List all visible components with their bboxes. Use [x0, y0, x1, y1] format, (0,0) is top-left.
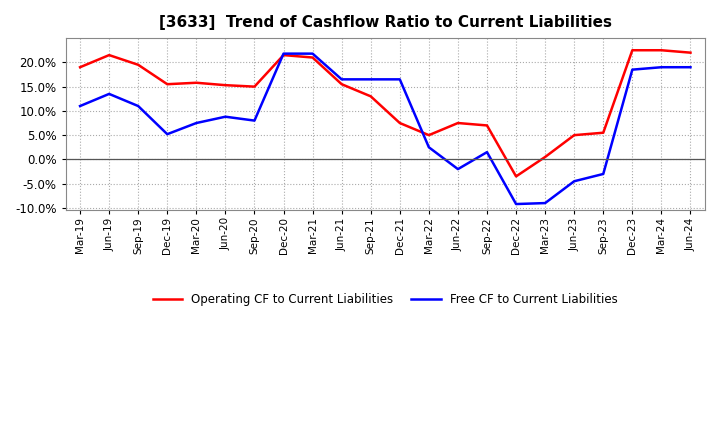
Operating CF to Current Liabilities [395, 121, 404, 126]
Operating CF to Current Liabilities [512, 174, 521, 179]
Operating CF to Current Liabilities [657, 48, 666, 53]
Free CF to Current Liabilities [686, 65, 695, 70]
Operating CF to Current Liabilities [628, 48, 636, 53]
Operating CF to Current Liabilities [482, 123, 491, 128]
Line: Operating CF to Current Liabilities: Operating CF to Current Liabilities [80, 50, 690, 176]
Operating CF to Current Liabilities [541, 154, 549, 160]
Operating CF to Current Liabilities [105, 52, 114, 58]
Operating CF to Current Liabilities [76, 65, 84, 70]
Free CF to Current Liabilities [599, 171, 608, 176]
Operating CF to Current Liabilities [338, 81, 346, 87]
Operating CF to Current Liabilities [221, 83, 230, 88]
Free CF to Current Liabilities [366, 77, 375, 82]
Free CF to Current Liabilities [395, 77, 404, 82]
Operating CF to Current Liabilities [134, 62, 143, 67]
Legend: Operating CF to Current Liabilities, Free CF to Current Liabilities: Operating CF to Current Liabilities, Fre… [148, 289, 623, 311]
Line: Free CF to Current Liabilities: Free CF to Current Liabilities [80, 54, 690, 204]
Operating CF to Current Liabilities [425, 132, 433, 138]
Free CF to Current Liabilities [657, 65, 666, 70]
Free CF to Current Liabilities [628, 67, 636, 72]
Operating CF to Current Liabilities [308, 55, 317, 60]
Free CF to Current Liabilities [454, 166, 462, 172]
Free CF to Current Liabilities [105, 91, 114, 96]
Operating CF to Current Liabilities [599, 130, 608, 136]
Operating CF to Current Liabilities [570, 132, 578, 138]
Free CF to Current Liabilities [308, 51, 317, 56]
Operating CF to Current Liabilities [454, 121, 462, 126]
Free CF to Current Liabilities [250, 118, 258, 123]
Free CF to Current Liabilities [163, 132, 171, 137]
Operating CF to Current Liabilities [366, 94, 375, 99]
Operating CF to Current Liabilities [686, 50, 695, 55]
Free CF to Current Liabilities [512, 202, 521, 207]
Title: [3633]  Trend of Cashflow Ratio to Current Liabilities: [3633] Trend of Cashflow Ratio to Curren… [159, 15, 612, 30]
Free CF to Current Liabilities [482, 150, 491, 155]
Free CF to Current Liabilities [425, 145, 433, 150]
Operating CF to Current Liabilities [279, 52, 288, 58]
Operating CF to Current Liabilities [250, 84, 258, 89]
Operating CF to Current Liabilities [192, 80, 201, 85]
Free CF to Current Liabilities [570, 179, 578, 184]
Free CF to Current Liabilities [134, 103, 143, 109]
Free CF to Current Liabilities [192, 121, 201, 126]
Free CF to Current Liabilities [338, 77, 346, 82]
Free CF to Current Liabilities [541, 201, 549, 206]
Free CF to Current Liabilities [76, 103, 84, 109]
Operating CF to Current Liabilities [163, 81, 171, 87]
Free CF to Current Liabilities [221, 114, 230, 119]
Free CF to Current Liabilities [279, 51, 288, 56]
